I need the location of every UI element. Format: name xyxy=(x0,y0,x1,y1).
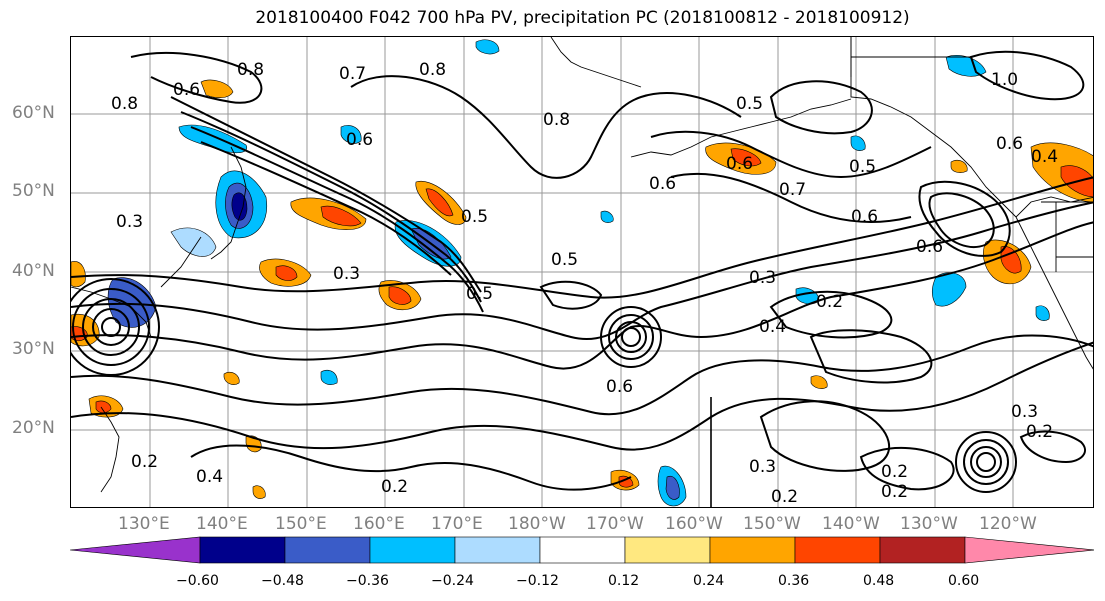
map-title: 2018100400 F042 700 hPa PV, precipitatio… xyxy=(255,8,910,28)
coastlines xyxy=(71,37,1093,493)
contour-label: 0.6 xyxy=(649,174,676,194)
colorbar-segment xyxy=(199,536,286,564)
contour-label: 0.5 xyxy=(849,157,876,177)
contour-label: 0.4 xyxy=(1031,147,1058,167)
lat-label-40n: 40°N xyxy=(12,261,55,281)
contour-label: 0.8 xyxy=(237,60,264,80)
contour-label: 0.2 xyxy=(881,462,908,482)
contour-label: 0.3 xyxy=(116,212,143,232)
lon-label-120w: 120°W xyxy=(979,514,1037,534)
lat-label-30n: 30°N xyxy=(12,339,55,359)
lon-label-130w: 130°W xyxy=(900,514,958,534)
colorbar-tick: 0.48 xyxy=(863,573,895,589)
contour-label: 0.2 xyxy=(381,477,408,497)
contour-label: 0.3 xyxy=(749,268,776,288)
lon-label-180w: 180°W xyxy=(508,514,566,534)
colorbar-segment xyxy=(284,536,371,564)
colorbar-tick: −0.48 xyxy=(261,573,304,589)
contour-label: 1.0 xyxy=(991,70,1018,90)
contour-label: 0.2 xyxy=(1026,422,1053,442)
colorbar-tick: 0.12 xyxy=(608,573,640,589)
colorbar xyxy=(69,536,1096,568)
contour-label: 0.5 xyxy=(551,250,578,270)
contour-label: 0.7 xyxy=(339,64,366,84)
colorbar-extend-low xyxy=(69,536,201,564)
colorbar-extend-high xyxy=(964,536,1096,564)
colorbar-segment xyxy=(879,536,966,564)
map-gridlines xyxy=(71,37,1093,507)
contour-label: 0.3 xyxy=(1011,402,1038,422)
lon-label-130e: 130°E xyxy=(118,514,170,534)
colorbar-segment xyxy=(794,536,881,564)
contour-label: 0.4 xyxy=(759,317,786,337)
contour-label: 0.6 xyxy=(851,207,878,227)
contour-label: 0.2 xyxy=(816,292,843,312)
lon-label-150e: 150°E xyxy=(275,514,327,534)
contour-label: 0.7 xyxy=(779,180,806,200)
colorbar-segment xyxy=(624,536,711,564)
pv-contours xyxy=(71,50,1093,507)
map-panel[interactable]: 0.8 0.7 0.8 1.0 0.6 0.8 0.5 0.8 0.6 0.4 … xyxy=(70,36,1094,508)
contour-label: 0.2 xyxy=(771,487,798,507)
lat-label-50n: 50°N xyxy=(12,181,55,201)
contour-label: 0.5 xyxy=(466,284,493,304)
colorbar-tick: 0.24 xyxy=(693,573,725,589)
colorbar-tick: 0.60 xyxy=(948,573,980,589)
lon-label-150w: 150°W xyxy=(743,514,801,534)
contour-label: 0.8 xyxy=(111,94,138,114)
colorbar-tick: −0.60 xyxy=(176,573,219,589)
lon-label-140e: 140°E xyxy=(196,514,248,534)
colorbar-segment xyxy=(709,536,796,564)
colorbar-svg xyxy=(69,536,1096,564)
contour-label: 0.5 xyxy=(736,94,763,114)
map-canvas: 0.8 0.7 0.8 1.0 0.6 0.8 0.5 0.8 0.6 0.4 … xyxy=(71,37,1093,507)
colorbar-segment xyxy=(369,536,456,564)
contour-label: 0.4 xyxy=(196,467,223,487)
colorbar-tick: −0.12 xyxy=(516,573,559,589)
colorbar-segment xyxy=(539,536,626,564)
contour-label: 0.8 xyxy=(543,110,570,130)
colorbar-tick: 0.36 xyxy=(778,573,810,589)
precip-shading xyxy=(71,39,1093,507)
lon-label-160e: 160°E xyxy=(353,514,405,534)
lon-label-170w: 170°W xyxy=(586,514,644,534)
contour-label: 0.2 xyxy=(881,482,908,502)
colorbar-tick: −0.24 xyxy=(431,573,474,589)
contour-label: 0.6 xyxy=(996,134,1023,154)
colorbar-tick: −0.36 xyxy=(346,573,389,589)
contour-label: 0.6 xyxy=(346,130,373,150)
colorbar-segment xyxy=(454,536,541,564)
contour-label: 0.3 xyxy=(333,264,360,284)
lon-label-160w: 160°W xyxy=(665,514,723,534)
contour-label: 0.6 xyxy=(726,154,753,174)
contour-label: 0.6 xyxy=(173,80,200,100)
contour-label: 0.8 xyxy=(419,60,446,80)
lon-label-170e: 170°E xyxy=(431,514,483,534)
lat-label-20n: 20°N xyxy=(12,418,55,438)
lat-label-60n: 60°N xyxy=(12,103,55,123)
contour-label: 0.2 xyxy=(131,452,158,472)
lon-label-140w: 140°W xyxy=(822,514,880,534)
contour-label: 0.5 xyxy=(461,207,488,227)
contour-label: 0.6 xyxy=(916,237,943,257)
contour-labels: 0.8 0.7 0.8 1.0 0.6 0.8 0.5 0.8 0.6 0.4 … xyxy=(111,60,1058,507)
contour-label: 0.6 xyxy=(606,377,633,397)
contour-label: 0.3 xyxy=(749,457,776,477)
